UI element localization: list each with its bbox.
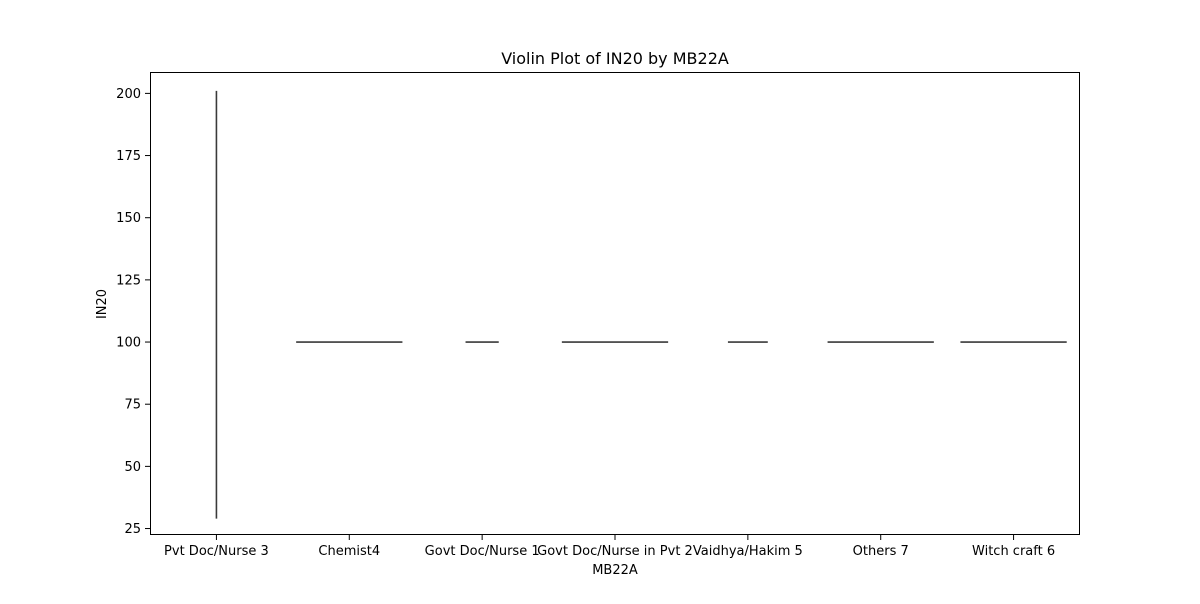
y-tick-label: 200 [116, 87, 141, 102]
y-tick-label: 50 [124, 460, 141, 475]
x-tick-label: Chemist4 [318, 544, 380, 559]
y-tick-label: 100 [116, 336, 141, 351]
x-axis-label: MB22A [592, 563, 638, 578]
y-tick-label: 175 [116, 149, 141, 164]
chart-title: Violin Plot of IN20 by MB22A [501, 49, 729, 68]
y-axis-label: IN20 [95, 289, 110, 319]
x-tick-label: Govt Doc/Nurse 1 [425, 544, 540, 559]
y-tick-label: 25 [124, 522, 141, 537]
x-tick-label: Govt Doc/Nurse in Pvt 2 [537, 544, 693, 559]
y-tick-label: 150 [116, 211, 141, 226]
x-tick-label: Pvt Doc/Nurse 3 [164, 544, 269, 559]
chart-marks: 25 50 75 100 125 150 175 200 Pvt Doc/Nurse 3 Chem… [116, 87, 1067, 559]
y-tick-label: 75 [124, 398, 141, 413]
plot-frame [150, 72, 1080, 535]
y-tick-label: 125 [116, 273, 141, 288]
x-tick-label: Vaidhya/Hakim 5 [693, 544, 803, 559]
x-tick-label: Witch craft 6 [972, 544, 1055, 559]
x-tick-label: Others 7 [853, 544, 909, 559]
